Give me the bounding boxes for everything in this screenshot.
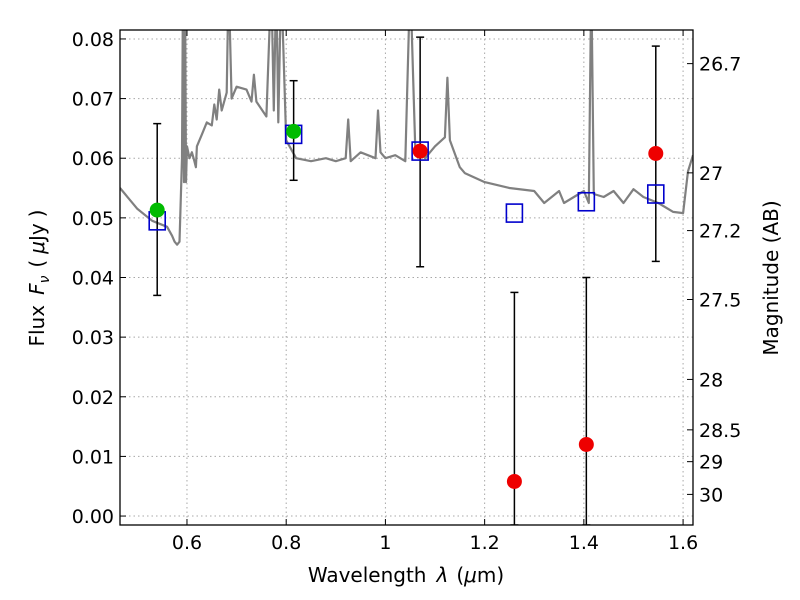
data-point: [286, 123, 302, 139]
y-tick-label: 0.01: [72, 446, 114, 468]
x-axis-label: Wavelength λ (μm): [308, 563, 504, 587]
x-tick-label: 1: [379, 532, 391, 554]
y-axis-label: FluxFν(μJy): [25, 209, 53, 346]
y-tick-label: 0.06: [72, 148, 114, 170]
y2-tick-label: 27: [699, 163, 723, 185]
y-tick-label: 0.03: [72, 327, 114, 349]
y2-tick-label: 26.7: [699, 54, 741, 76]
y2-tick-label: 29: [699, 452, 723, 474]
y2-axis-label: Magnitude (AB): [759, 200, 783, 355]
y2-tick-label: 27.5: [699, 290, 741, 312]
data-point: [506, 473, 522, 489]
data-point: [648, 145, 664, 161]
y-tick-label: 0.08: [72, 29, 114, 51]
y-tick-label: 0.07: [72, 89, 114, 111]
model-square: [411, 141, 429, 161]
model-square: [505, 203, 524, 223]
x-tick-label: 0.8: [271, 532, 301, 554]
grid-lines: [120, 30, 693, 525]
y2-tick-label: 28: [699, 369, 723, 391]
y2-tick-label: 27.2: [699, 221, 741, 243]
data-point: [412, 143, 428, 159]
spectrum-line: [120, 30, 693, 246]
x-tick-label: 1.2: [470, 532, 500, 554]
y-tick-label: 0.05: [72, 208, 114, 230]
y-tick-label: 0.00: [72, 506, 114, 528]
model-square: [646, 184, 665, 204]
x-tick-label: 1.4: [569, 532, 599, 554]
plot-area: [120, 30, 693, 525]
y2-tick-label: 28.5: [699, 420, 741, 442]
axis-ticks: 0.6 0.8 1 1.2 1.4 1.6 0.00 0.01 0.02 0.03 0.04 0.05…: [72, 29, 742, 554]
y2-tick-label: 30: [699, 484, 723, 506]
x-tick-label: 1.6: [668, 532, 698, 554]
x-tick-label: 0.6: [172, 532, 202, 554]
data-point: [149, 202, 165, 218]
model-square: [577, 191, 596, 212]
y-tick-label: 0.04: [72, 268, 114, 290]
data-point: [578, 436, 594, 452]
y-tick-label: 0.02: [72, 387, 114, 409]
